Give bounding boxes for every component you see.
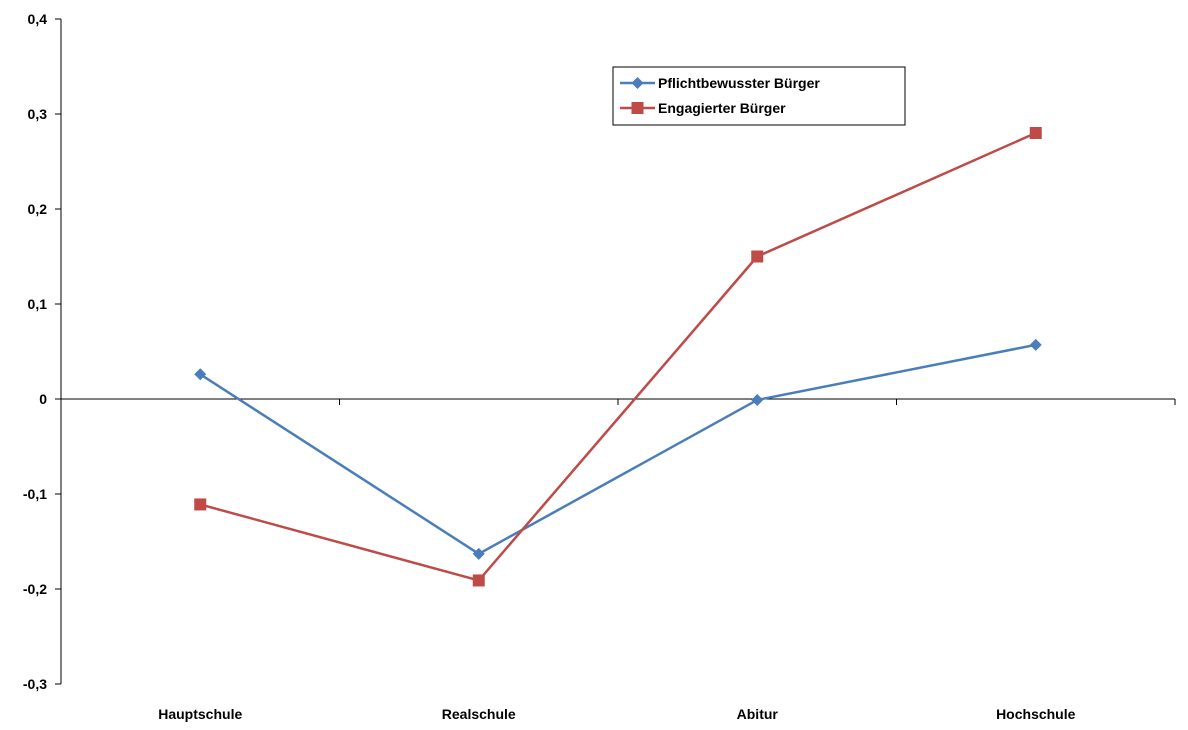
y-tick-label: 0,4 <box>28 11 48 27</box>
data-point-square <box>194 498 207 511</box>
data-point-diamond <box>1029 338 1042 351</box>
series-lines <box>194 127 1042 587</box>
axes: -0,3 -0,2 -0,1 0 0,1 0,2 0,3 0,4 Hauptschule Real… <box>23 11 1176 722</box>
x-tick-label: Realschule <box>442 706 516 722</box>
legend-marker-diamond <box>631 77 644 89</box>
series-line <box>199 343 1036 556</box>
legend-marker-square <box>631 102 644 114</box>
data-point-diamond <box>751 393 764 406</box>
legend-box <box>612 66 906 126</box>
data-point-square <box>751 250 764 263</box>
legend-label: Pflichtbewusster Bürger <box>658 75 820 91</box>
y-tick-label: 0,1 <box>28 296 48 312</box>
x-tick-label: Hauptschule <box>158 706 242 722</box>
x-tick-label: Hochschule <box>996 706 1076 722</box>
data-point-square <box>472 574 485 587</box>
data-point-diamond <box>472 547 485 560</box>
series-line <box>199 131 1037 582</box>
y-tick-label: -0,2 <box>23 581 47 597</box>
legend-label: Engagierter Bürger <box>658 100 786 116</box>
x-tick-label: Abitur <box>737 706 779 722</box>
y-tick-label: -0,3 <box>23 676 47 692</box>
y-tick-label: 0 <box>39 391 47 407</box>
legend: Pflichtbewusster Bürger Engagierter Bürge… <box>612 66 906 126</box>
data-point-diamond <box>194 368 207 381</box>
y-tick-label: -0,1 <box>23 486 47 502</box>
y-tick-label: 0,2 <box>28 201 48 217</box>
data-point-square <box>1029 127 1042 139</box>
y-tick-label: 0,3 <box>28 106 48 122</box>
